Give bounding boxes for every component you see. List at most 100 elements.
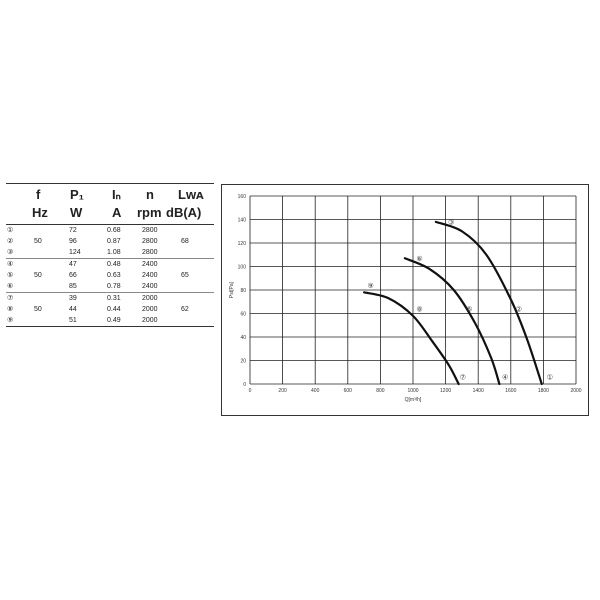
- row-number: ①: [7, 227, 14, 234]
- row-power: 85: [69, 283, 77, 290]
- header-dba: dB(A): [166, 205, 202, 220]
- table-header: f Hz P₁ W Iₙ A n rpm Lᴡᴀ dB(A): [6, 184, 214, 224]
- y-tick-label: 80: [240, 288, 246, 294]
- row-speed: 2400: [142, 272, 158, 279]
- row-current: 1.08: [107, 249, 121, 256]
- header-p1: P₁: [70, 187, 85, 202]
- x-tick-label: 2000: [570, 388, 581, 394]
- row-power: 44: [69, 306, 77, 313]
- row-power: 66: [69, 272, 77, 279]
- y-tick-label: 40: [240, 335, 246, 341]
- y-tick-label: 120: [238, 241, 247, 247]
- x-tick-label: 1400: [473, 388, 484, 394]
- row-current: 0.48: [107, 261, 121, 268]
- curve-label: ⑦: [460, 373, 466, 381]
- header-a: A: [112, 205, 122, 220]
- group-sound-level: 68: [181, 238, 189, 245]
- series-line: [363, 291, 460, 386]
- row-number: ⑨: [7, 317, 14, 324]
- x-tick-label: 600: [344, 388, 353, 394]
- row-current: 0.44: [107, 306, 121, 313]
- header-in: Iₙ: [112, 187, 121, 202]
- series-line: [403, 257, 501, 386]
- curve-label: ⑥: [416, 255, 422, 263]
- row-speed: 2400: [142, 283, 158, 290]
- y-tick-label: 20: [240, 359, 246, 365]
- curve-label: ⑧: [416, 305, 422, 313]
- table-group: ④ 47 0.48 2400 ⑤ 66 0.63 2400 ⑥ 85 0.78 …: [6, 258, 214, 292]
- y-tick-label: 100: [238, 265, 247, 271]
- table-row: ⑦ 39 0.31 2000: [6, 293, 214, 304]
- table-top-rule: [6, 183, 214, 184]
- x-tick-label: 400: [311, 388, 320, 394]
- row-speed: 2400: [142, 261, 158, 268]
- header-hz: Hz: [32, 205, 48, 220]
- row-speed: 2800: [142, 238, 158, 245]
- row-speed: 2000: [142, 306, 158, 313]
- row-power: 39: [69, 295, 77, 302]
- table-row: ⑥ 85 0.78 2400: [6, 281, 214, 292]
- group-frequency: 50: [34, 272, 42, 279]
- table-row: ⑨ 51 0.49 2000: [6, 315, 214, 326]
- chart-svg: 0 200 400 600 800 1000 1200 1400 1600 1800 2000 0 20…: [229, 194, 582, 403]
- curve-label: ⑤: [466, 305, 472, 313]
- row-power: 96: [69, 238, 77, 245]
- row-number: ②: [7, 238, 14, 245]
- table-row: ③ 124 1.08 2800: [6, 247, 214, 258]
- row-number: ⑧: [7, 306, 14, 313]
- x-tick-label: 200: [278, 388, 287, 394]
- table-row: ④ 47 0.48 2400: [6, 259, 214, 270]
- header-f: f: [36, 187, 41, 202]
- table-row: ⑧ 44 0.44 2000: [6, 304, 214, 315]
- row-current: 0.63: [107, 272, 121, 279]
- curve-label: ①: [547, 373, 553, 381]
- row-current: 0.68: [107, 227, 121, 234]
- row-current: 0.87: [107, 238, 121, 245]
- y-tick-label: 140: [238, 218, 247, 224]
- table-group: ① 72 0.68 2800 ② 96 0.87 2800 ③ 124 1.08…: [6, 224, 214, 258]
- table-body: ① 72 0.68 2800 ② 96 0.87 2800 ③ 124 1.08…: [6, 224, 214, 327]
- row-speed: 2800: [142, 249, 158, 256]
- row-number: ⑥: [7, 283, 14, 290]
- row-number: ⑦: [7, 295, 14, 302]
- fan-curve-chart: 0 200 400 600 800 1000 1200 1400 1600 1800 2000 0 20…: [221, 184, 589, 416]
- row-current: 0.78: [107, 283, 121, 290]
- row-power: 124: [69, 249, 81, 256]
- row-number: ⑤: [7, 272, 14, 279]
- group-frequency: 50: [34, 238, 42, 245]
- row-current: 0.49: [107, 317, 121, 324]
- table-group: ⑦ 39 0.31 2000 ⑧ 44 0.44 2000 ⑨ 51 0.49 …: [6, 292, 214, 327]
- header-lwa: Lᴡᴀ: [178, 187, 204, 202]
- header-w: W: [70, 205, 83, 220]
- table-row: ⑤ 66 0.63 2400: [6, 270, 214, 281]
- y-tick-label: 160: [238, 194, 247, 200]
- curve-label: ④: [502, 373, 508, 381]
- curve-label: ②: [516, 305, 522, 313]
- x-tick-label: 1600: [505, 388, 516, 394]
- x-tick-label: 800: [376, 388, 385, 394]
- row-power: 72: [69, 227, 77, 234]
- row-speed: 2000: [142, 295, 158, 302]
- row-power: 47: [69, 261, 77, 268]
- curve-label: ⑨: [367, 282, 373, 290]
- x-tick-label: 1200: [440, 388, 451, 394]
- row-speed: 2000: [142, 317, 158, 324]
- x-tick-label: 1000: [407, 388, 418, 394]
- series-line: [434, 220, 543, 386]
- header-n: n: [146, 187, 154, 202]
- header-rpm: rpm: [137, 205, 162, 220]
- table-row: ① 72 0.68 2800: [6, 225, 214, 236]
- y-axis-label: Pst[Pa]: [229, 281, 235, 298]
- curve-label: ③: [448, 218, 454, 226]
- table-row: ② 96 0.87 2800: [6, 236, 214, 247]
- row-speed: 2800: [142, 227, 158, 234]
- group-frequency: 50: [34, 306, 42, 313]
- x-tick-label: 0: [249, 388, 252, 394]
- row-power: 51: [69, 317, 77, 324]
- y-tick-label: 60: [240, 312, 246, 318]
- x-axis-label: Q[m³/h]: [405, 397, 422, 403]
- row-current: 0.31: [107, 295, 121, 302]
- row-number: ③: [7, 249, 14, 256]
- y-tick-label: 0: [243, 382, 246, 388]
- group-sound-level: 65: [181, 272, 189, 279]
